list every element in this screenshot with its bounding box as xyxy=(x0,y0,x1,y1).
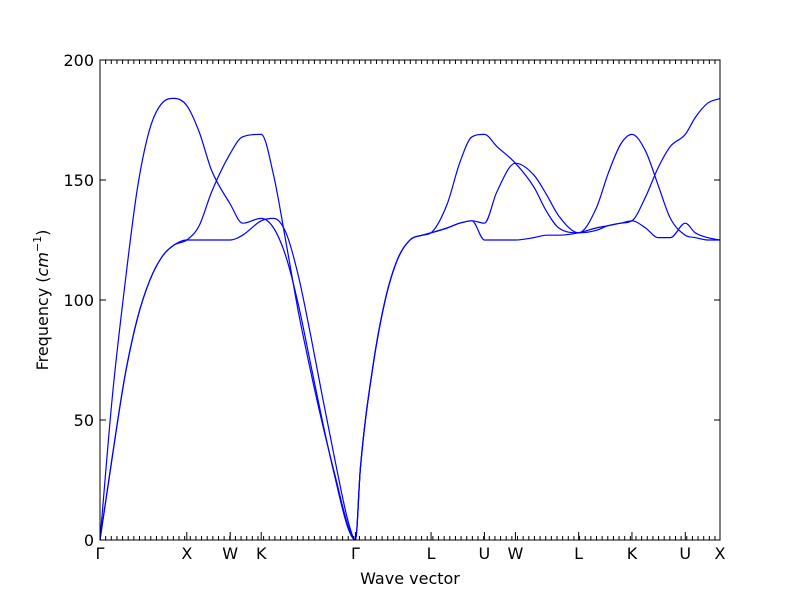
y-axis-title-close: ) xyxy=(33,230,52,236)
x-tick-label: Γ xyxy=(351,544,360,563)
x-tick-label: X xyxy=(715,544,726,563)
y-tick-label: 0 xyxy=(84,531,94,550)
x-tick-label: K xyxy=(256,544,267,563)
y-axis-title-unit-exp: −1 xyxy=(31,236,44,252)
x-tick-label: L xyxy=(574,544,583,563)
band-line-2 xyxy=(99,97,721,541)
x-tick-label: W xyxy=(222,544,238,563)
x-tick-label: W xyxy=(507,544,523,563)
x-tick-label: K xyxy=(627,544,638,563)
x-tick-label: Γ xyxy=(96,544,105,563)
x-tick-label: U xyxy=(679,544,691,563)
y-axis-title-text: Frequency xyxy=(33,288,52,371)
y-tick-label: 200 xyxy=(63,51,94,70)
band-line-3 xyxy=(99,217,721,541)
y-tick-label: 150 xyxy=(63,171,94,190)
minor-tick-layer xyxy=(99,60,716,540)
x-axis-title: Wave vector xyxy=(360,569,460,588)
series-layer xyxy=(99,97,721,541)
y-tick-label: 100 xyxy=(63,291,94,310)
y-axis-title: Frequency (cm−1) xyxy=(31,230,52,371)
plot-frame xyxy=(99,59,721,541)
y-axis-title-open: ( xyxy=(33,276,52,282)
x-tick-label: L xyxy=(427,544,436,563)
x-tick-label: U xyxy=(479,544,491,563)
y-tick-layer: 0 50 100 150 200 xyxy=(63,51,720,550)
y-axis-title-unit: cm xyxy=(33,252,52,276)
y-tick-label: 50 xyxy=(74,411,94,430)
band-line-1 xyxy=(99,97,720,541)
x-tick-label: X xyxy=(181,544,192,563)
